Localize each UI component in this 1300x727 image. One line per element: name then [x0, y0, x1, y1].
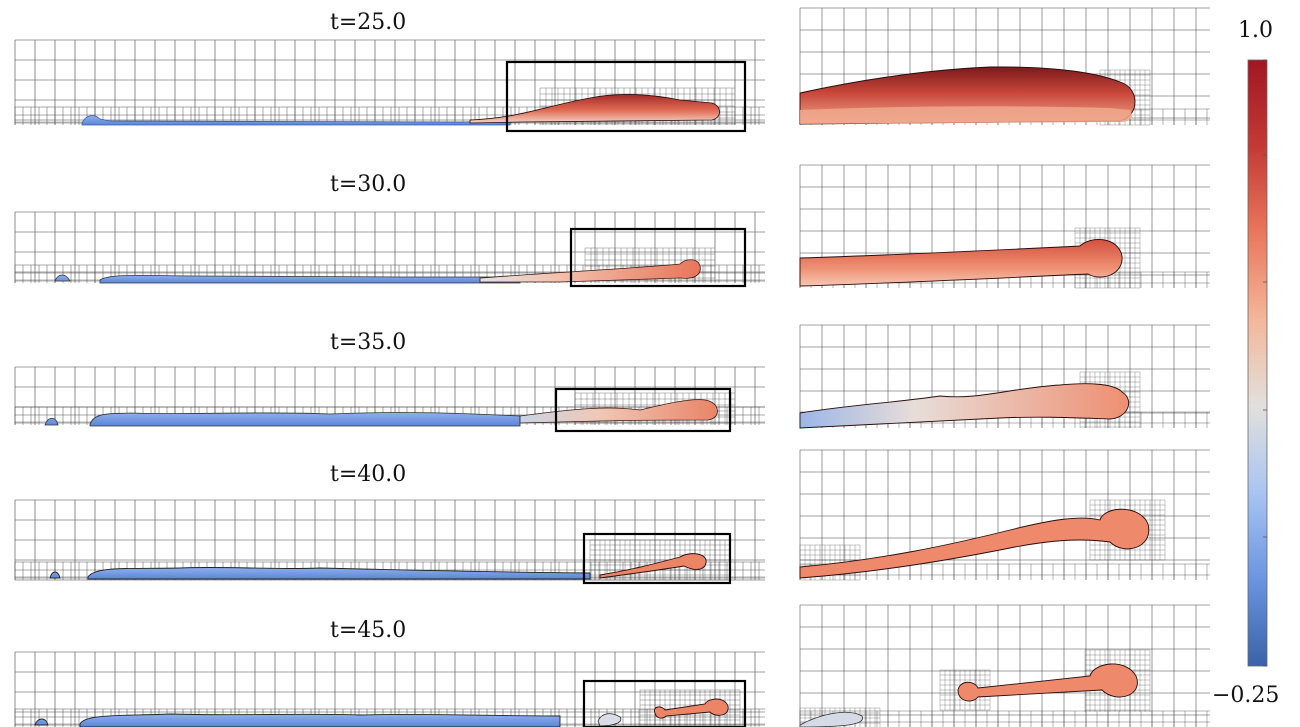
zoom-box-t30 — [569, 227, 747, 288]
time-label-t35: t=35.0 — [330, 330, 407, 355]
zoom-fragment-t45 — [799, 711, 863, 727]
liquid-film-t45 — [34, 713, 561, 727]
liquid-sheet-t35 — [519, 399, 718, 424]
time-label-t40: t=40.0 — [330, 462, 407, 487]
droplet-chain-t45 — [654, 698, 729, 719]
liquid-sheet-t25 — [469, 93, 720, 124]
zoom-sheet-t35 — [799, 383, 1130, 429]
time-label-t45: t=45.0 — [330, 618, 407, 643]
zoom-sheet-t30 — [799, 239, 1123, 287]
zoom-boxes — [505, 60, 747, 727]
colorbar — [1247, 59, 1268, 667]
liquid-film-t30 — [54, 274, 521, 284]
zoom-box-t40 — [582, 532, 732, 585]
time-label-t25: t=25.0 — [330, 10, 407, 35]
detached-blob-t45 — [597, 713, 622, 727]
liquid-film-t25 — [81, 115, 511, 126]
colorbar-ticks — [1263, 59, 1267, 667]
time-label-t30: t=30.0 — [330, 172, 407, 197]
zoom-box-t25 — [505, 60, 747, 133]
zoom-box-t35 — [554, 387, 732, 433]
colorbar-fill — [1247, 59, 1268, 667]
fluid-layer — [34, 66, 1150, 727]
zoom-box-t45 — [582, 679, 747, 727]
colorbar-max-label: 1.0 — [1238, 18, 1273, 43]
zoom-sheet-base-t25 — [800, 106, 1132, 124]
liquid-film-t35 — [44, 412, 521, 427]
zoom-ligament-t40 — [799, 508, 1150, 579]
liquid-film-t40 — [49, 566, 591, 580]
liquid-sheet-t30 — [479, 259, 701, 283]
liquid-ligament-t40 — [599, 553, 707, 579]
zoom-droplet-chain-t45 — [957, 663, 1138, 702]
colorbar-min-label: −0.25 — [1212, 683, 1280, 708]
